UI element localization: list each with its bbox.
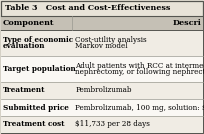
Text: Type of economic: Type of economic xyxy=(3,36,73,44)
Text: Component: Component xyxy=(3,19,54,27)
Text: $11,733 per 28 days: $11,733 per 28 days xyxy=(75,120,150,129)
Text: Cost-utility analysis: Cost-utility analysis xyxy=(75,36,147,44)
Text: Adult patients with RCC at intermediate-high or: Adult patients with RCC at intermediate-… xyxy=(75,62,204,70)
Text: Table 3   Cost and Cost-Effectiveness: Table 3 Cost and Cost-Effectiveness xyxy=(5,4,170,12)
Text: Target population: Target population xyxy=(3,65,76,73)
Bar xyxy=(1,99,203,116)
Text: Descri: Descri xyxy=(172,19,201,27)
Bar xyxy=(1,30,203,56)
Text: Treatment cost: Treatment cost xyxy=(3,120,64,129)
Text: evaluation: evaluation xyxy=(3,42,45,51)
Bar xyxy=(1,82,203,99)
Text: Treatment: Treatment xyxy=(3,87,45,94)
Bar xyxy=(1,56,203,82)
Text: Pembrolizumab: Pembrolizumab xyxy=(75,87,132,94)
Bar xyxy=(1,116,203,133)
Text: Markov model: Markov model xyxy=(75,42,128,51)
Bar xyxy=(1,16,203,30)
Text: Submitted price: Submitted price xyxy=(3,103,69,111)
Text: nephrectomy, or following nephrectomy and res: nephrectomy, or following nephrectomy an… xyxy=(75,68,204,77)
Text: Pembrolizumab, 100 mg, solution: $4,400.00 pe: Pembrolizumab, 100 mg, solution: $4,400.… xyxy=(75,103,204,111)
